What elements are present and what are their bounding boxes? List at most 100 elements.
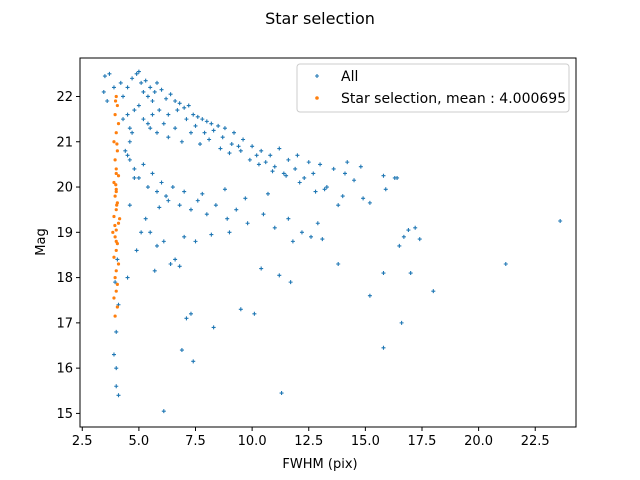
data-point bbox=[115, 142, 119, 146]
data-point bbox=[118, 80, 123, 85]
data-point bbox=[182, 189, 187, 194]
data-point bbox=[177, 264, 182, 269]
data-point bbox=[198, 142, 203, 147]
data-point bbox=[306, 160, 311, 165]
data-point bbox=[127, 139, 132, 144]
data-point bbox=[268, 153, 273, 158]
data-point bbox=[188, 207, 193, 212]
data-point bbox=[164, 194, 169, 199]
data-point bbox=[220, 135, 225, 140]
data-point bbox=[293, 166, 298, 171]
data-point bbox=[322, 187, 327, 192]
data-point bbox=[225, 216, 230, 221]
data-point bbox=[184, 117, 189, 122]
data-point bbox=[263, 160, 268, 165]
data-point bbox=[188, 311, 193, 316]
data-point bbox=[161, 409, 166, 414]
data-point bbox=[170, 185, 175, 190]
data-point bbox=[182, 234, 187, 239]
data-point bbox=[159, 87, 164, 92]
data-point bbox=[236, 144, 241, 149]
data-point bbox=[229, 142, 234, 147]
data-point bbox=[134, 248, 139, 253]
data-point bbox=[367, 200, 372, 205]
data-point bbox=[256, 162, 261, 167]
data-point bbox=[345, 160, 350, 165]
data-point bbox=[299, 230, 304, 235]
data-point bbox=[118, 217, 122, 221]
y-tick-label: 20 bbox=[56, 181, 73, 196]
data-point bbox=[431, 289, 436, 294]
data-point bbox=[141, 162, 146, 167]
data-point bbox=[297, 180, 302, 185]
data-point bbox=[241, 137, 246, 142]
data-point bbox=[116, 393, 121, 398]
x-tick-label: 2.5 bbox=[72, 434, 93, 449]
data-point bbox=[309, 234, 314, 239]
data-point bbox=[277, 146, 282, 151]
data-point bbox=[148, 126, 153, 131]
data-point bbox=[114, 183, 118, 187]
data-point bbox=[115, 257, 120, 262]
data-point bbox=[111, 230, 115, 234]
data-point bbox=[166, 198, 171, 203]
data-point bbox=[173, 99, 178, 104]
x-tick-label: 12.5 bbox=[294, 434, 323, 449]
data-point bbox=[358, 164, 363, 169]
data-point bbox=[218, 146, 223, 151]
data-point bbox=[125, 153, 130, 158]
legend-marker bbox=[315, 74, 319, 78]
data-point bbox=[113, 112, 117, 117]
data-point bbox=[112, 214, 116, 219]
data-point bbox=[159, 180, 164, 185]
data-point bbox=[141, 117, 146, 122]
data-point bbox=[136, 103, 141, 108]
data-point bbox=[281, 171, 286, 176]
y-tick-label: 16 bbox=[56, 362, 73, 377]
data-point bbox=[164, 96, 169, 101]
data-point bbox=[383, 187, 388, 192]
data-point bbox=[259, 148, 264, 153]
data-point bbox=[155, 80, 160, 85]
legend: All Star selection, mean : 4.000695 bbox=[296, 63, 570, 113]
data-point bbox=[272, 225, 277, 230]
data-point bbox=[143, 216, 148, 221]
data-point bbox=[114, 384, 119, 389]
data-point bbox=[114, 167, 118, 171]
data-point bbox=[157, 108, 162, 113]
data-point bbox=[113, 275, 117, 280]
data-point bbox=[336, 203, 341, 208]
data-point bbox=[139, 230, 144, 235]
data-point bbox=[401, 234, 406, 239]
legend-entry-label: Star selection, mean : 4.000695 bbox=[341, 91, 566, 107]
data-point bbox=[186, 103, 191, 108]
data-point bbox=[222, 187, 227, 192]
data-point bbox=[112, 140, 116, 144]
data-point bbox=[232, 130, 237, 135]
x-tick-label: 7.5 bbox=[185, 434, 206, 449]
data-point bbox=[173, 257, 178, 262]
data-point bbox=[113, 99, 118, 103]
y-axis-label: Mag bbox=[34, 228, 49, 255]
data-point bbox=[286, 216, 291, 221]
x-tick-label: 20.0 bbox=[464, 434, 493, 449]
data-point bbox=[177, 101, 182, 106]
data-point bbox=[222, 126, 227, 131]
data-point bbox=[121, 94, 126, 99]
data-point bbox=[179, 348, 184, 353]
x-tick-label: 17.5 bbox=[408, 434, 437, 449]
y-tick-label: 17 bbox=[56, 316, 73, 331]
data-point bbox=[152, 268, 157, 273]
data-point bbox=[161, 121, 166, 126]
data-point bbox=[113, 235, 117, 239]
data-point bbox=[132, 108, 137, 113]
data-point bbox=[213, 203, 218, 208]
data-point bbox=[336, 262, 341, 267]
data-point bbox=[182, 105, 187, 110]
data-point bbox=[177, 203, 182, 208]
data-point bbox=[145, 185, 150, 190]
data-point bbox=[116, 221, 121, 225]
data-point bbox=[112, 296, 116, 300]
data-point bbox=[168, 262, 173, 267]
data-point bbox=[216, 123, 221, 128]
